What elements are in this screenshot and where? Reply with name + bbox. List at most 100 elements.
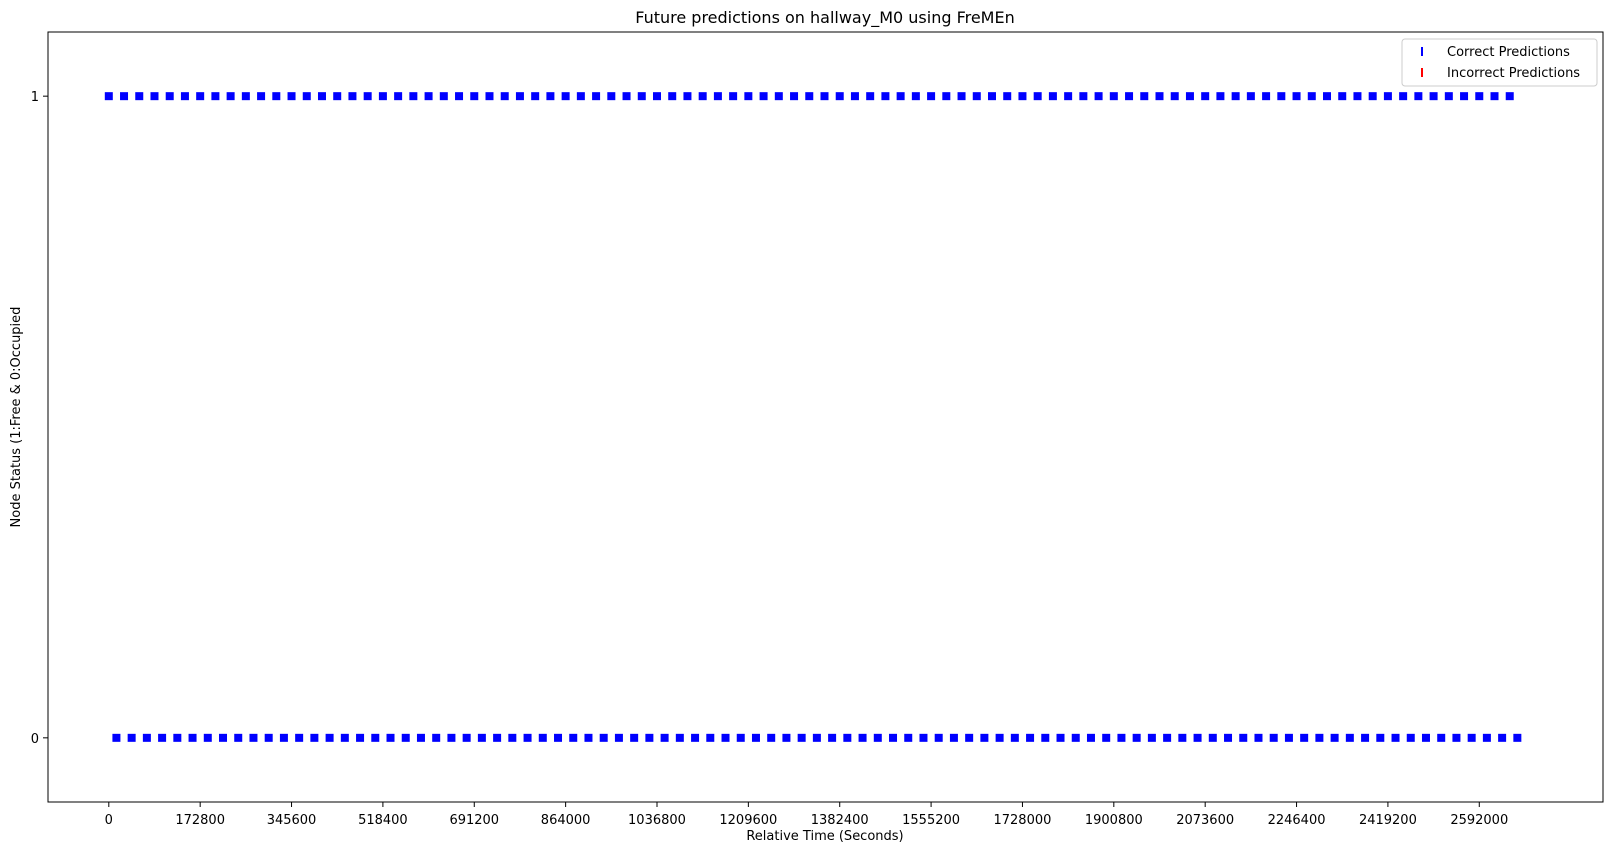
- data-point: [927, 92, 936, 101]
- data-point: [1026, 733, 1035, 742]
- data-point: [713, 92, 722, 101]
- data-point: [1163, 733, 1172, 742]
- x-tick-label: 1209600: [719, 813, 777, 828]
- data-point: [1254, 733, 1263, 742]
- data-point: [211, 92, 220, 101]
- legend-marker-incorrect: [1421, 68, 1423, 77]
- data-point: [203, 733, 212, 742]
- data-point: [1376, 733, 1385, 742]
- data-point: [896, 92, 905, 101]
- x-tick-label: 1728000: [993, 813, 1051, 828]
- data-point: [1079, 92, 1088, 101]
- data-point: [1429, 92, 1438, 101]
- data-point: [158, 733, 167, 742]
- data-point: [508, 733, 517, 742]
- data-point: [424, 92, 433, 101]
- data-point: [394, 92, 403, 101]
- data-point: [919, 733, 928, 742]
- data-point: [584, 733, 593, 742]
- data-point: [447, 733, 456, 742]
- data-point: [957, 92, 966, 101]
- data-point: [112, 733, 121, 742]
- data-point: [599, 733, 608, 742]
- data-point: [378, 92, 387, 101]
- x-axis-ticks: 0 172800 345600 518400 691200 864000 1036800 12…: [105, 802, 1508, 828]
- data-point: [196, 92, 205, 101]
- data-point: [1361, 733, 1370, 742]
- data-point: [531, 92, 540, 101]
- data-point: [790, 92, 799, 101]
- data-point: [363, 92, 372, 101]
- data-point: [1239, 733, 1248, 742]
- chart-title: Future predictions on hallway_M0 using F…: [635, 8, 1014, 28]
- data-point: [751, 733, 760, 742]
- data-point: [554, 733, 563, 742]
- y-axis-label: Node Status (1:Free & 0:Occupied: [9, 307, 24, 528]
- legend-marker-correct: [1421, 47, 1423, 56]
- legend-box: [1401, 38, 1598, 87]
- data-point: [1498, 733, 1507, 742]
- data-point: [782, 733, 791, 742]
- data-point: [1201, 92, 1210, 101]
- data-point: [1460, 92, 1469, 101]
- data-point: [744, 92, 753, 101]
- data-point: [1269, 733, 1278, 742]
- data-point: [348, 92, 357, 101]
- data-point: [812, 733, 821, 742]
- x-tick-label: 1900800: [1085, 813, 1143, 828]
- data-point: [1383, 92, 1392, 101]
- y-tick-label: 1: [31, 90, 39, 105]
- legend-label-incorrect: Incorrect Predictions: [1447, 66, 1580, 81]
- data-point: [173, 733, 182, 742]
- x-tick-label: 1382400: [811, 813, 869, 828]
- data-point: [470, 92, 479, 101]
- x-tick-label: 518400: [358, 813, 408, 828]
- data-point: [1185, 92, 1194, 101]
- data-point: [1102, 733, 1111, 742]
- data-point: [949, 733, 958, 742]
- data-point: [1513, 733, 1522, 742]
- data-point: [1262, 92, 1271, 101]
- data-point: [1475, 92, 1484, 101]
- data-point: [1437, 733, 1446, 742]
- data-point: [409, 92, 418, 101]
- data-point: [1338, 92, 1347, 101]
- data-point: [1094, 92, 1103, 101]
- data-point: [1140, 92, 1149, 101]
- data-point: [546, 92, 555, 101]
- data-point: [302, 92, 311, 101]
- data-point: [1284, 733, 1293, 742]
- data-point: [1041, 733, 1050, 742]
- data-point: [637, 92, 646, 101]
- data-point: [1155, 92, 1164, 101]
- data-point: [987, 92, 996, 101]
- data-point: [325, 733, 334, 742]
- x-tick-label: 2592000: [1450, 813, 1508, 828]
- x-tick-label: 172800: [175, 813, 225, 828]
- data-point: [850, 92, 859, 101]
- data-point: [485, 92, 494, 101]
- x-tick-label: 864000: [541, 813, 591, 828]
- data-point: [1010, 733, 1019, 742]
- x-tick-label: 0: [105, 813, 113, 828]
- data-point: [1117, 733, 1126, 742]
- data-point: [965, 733, 974, 742]
- data-point: [1071, 733, 1080, 742]
- plot-area: [47, 31, 1604, 803]
- data-point: [645, 733, 654, 742]
- x-tick-label: 2419200: [1359, 813, 1417, 828]
- x-tick-label: 1036800: [628, 813, 686, 828]
- x-tick-label: 691200: [449, 813, 499, 828]
- data-point: [272, 92, 281, 101]
- data-point: [1086, 733, 1095, 742]
- data-point: [1048, 92, 1057, 101]
- data-point: [127, 733, 136, 742]
- data-point: [386, 733, 395, 742]
- data-point: [477, 733, 486, 742]
- data-point: [455, 92, 464, 101]
- data-point: [1033, 92, 1042, 101]
- data-point: [1208, 733, 1217, 742]
- data-point: [683, 92, 692, 101]
- data-point: [249, 733, 258, 742]
- data-point: [934, 733, 943, 742]
